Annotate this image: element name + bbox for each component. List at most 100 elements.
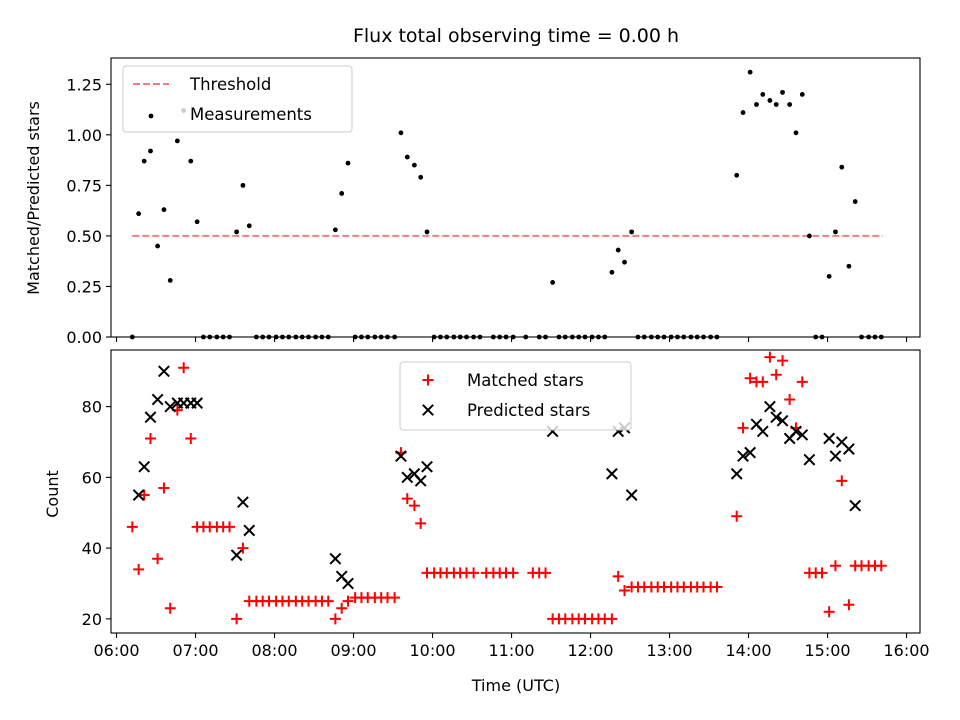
measurement-point [451,334,457,340]
matched-star-point [145,432,157,444]
measurement-point [174,138,180,144]
matched-star-point [744,372,756,384]
matched-star-point [757,376,769,388]
measurement-point [852,199,858,204]
measurement-point [503,334,509,340]
measurement-point [431,334,437,340]
matched-star-point [133,563,145,575]
matched-star-point [843,599,855,611]
matched-star-point [737,422,749,434]
measurement-point [293,334,299,340]
measurement-point [839,164,845,170]
measurement-point [609,269,615,275]
measurement-point [319,334,325,340]
top-y-tick-label: 1.00 [66,126,102,145]
predicted-star-point [329,552,342,565]
measurement-point [714,334,720,340]
predicted-star-point [158,365,170,378]
measurement-point [648,334,654,340]
predicted-star-point [164,400,177,413]
predicted-star-point [395,450,407,463]
series-matched-stars [126,351,887,625]
predicted-star-point [414,474,427,487]
measurement-point [404,154,410,160]
measurement-point [562,334,568,340]
legend-predicted-swatch [422,404,434,416]
matched-star-point [185,432,197,444]
measurement-point [872,334,878,340]
predicted-star-point [342,577,354,590]
matched-star-point [606,613,618,625]
predicted-star-point [191,397,204,409]
bottom-legend: Matched stars Predicted stars [399,361,632,431]
measurement-point [457,334,463,340]
x-tick-label: 08:00 [251,641,297,660]
predicted-star-point [744,446,757,459]
measurement-point [846,263,852,269]
x-tick-label: 12:00 [567,641,613,660]
measurement-point [536,334,542,340]
matched-star-point [731,510,743,522]
predicted-star-point [401,471,414,484]
predicted-star-point [803,453,816,466]
measurement-point [240,182,246,188]
measurement-point [688,334,694,340]
measurement-point [438,334,443,340]
measurement-point [859,334,864,340]
measurement-point [694,334,700,340]
predicted-star-point [796,428,809,441]
matched-star-point [415,517,427,529]
matched-star-point [829,560,841,572]
measurement-point [760,91,766,97]
measurement-point [345,160,351,166]
measurement-point [332,227,338,233]
measurement-point [280,334,285,340]
legend-label: Threshold [189,75,271,94]
top-y-tick-label: 1.25 [66,75,102,94]
measurement-point [550,280,556,285]
predicted-star-point [823,432,836,445]
matched-star-point [823,606,835,618]
measurement-point [582,334,588,340]
measurement-point [220,334,226,340]
legend-label: Predicted stars [467,401,590,420]
predicted-star-point [756,425,769,438]
top-y-axis-label: Matched/Predicted stars [24,101,43,295]
measurement-point [273,334,279,340]
measurement-point [635,334,641,340]
matched-star-point [231,613,243,625]
predicted-star-point [790,425,802,438]
matched-star-point [770,369,782,381]
measurement-point [681,334,687,340]
measurement-point [444,334,450,340]
predicted-star-point [132,489,145,501]
bottom-y-tick-label: 40 [82,539,102,558]
measurement-point [260,334,266,340]
measurement-point [510,334,516,340]
chart-title: Flux total observing time = 0.00 h [353,25,679,47]
bottom-axes-frame [110,349,921,634]
x-tick-label: 10:00 [409,641,455,660]
measurement-point [411,162,417,168]
legend-label: Matched stars [467,371,584,390]
measurement-point [747,69,753,75]
predicted-star-point [605,467,618,480]
measurement-point [234,229,240,235]
matched-star-point [796,376,808,388]
measurement-point [641,334,647,340]
predicted-star-point [730,467,743,480]
measurement-point [188,158,194,164]
predicted-star-point [776,414,789,427]
measurement-point [497,334,503,340]
matched-star-point [540,567,552,579]
measurement-point [161,207,167,213]
top-y-tick-label: 0.75 [66,176,102,195]
matched-star-point [178,362,190,374]
measurement-point [754,102,759,107]
predicted-star-point [770,411,783,424]
measurement-point [253,334,259,340]
predicted-star-point [625,489,638,501]
x-tick-label: 14:00 [726,641,772,660]
measurement-point [129,334,135,340]
